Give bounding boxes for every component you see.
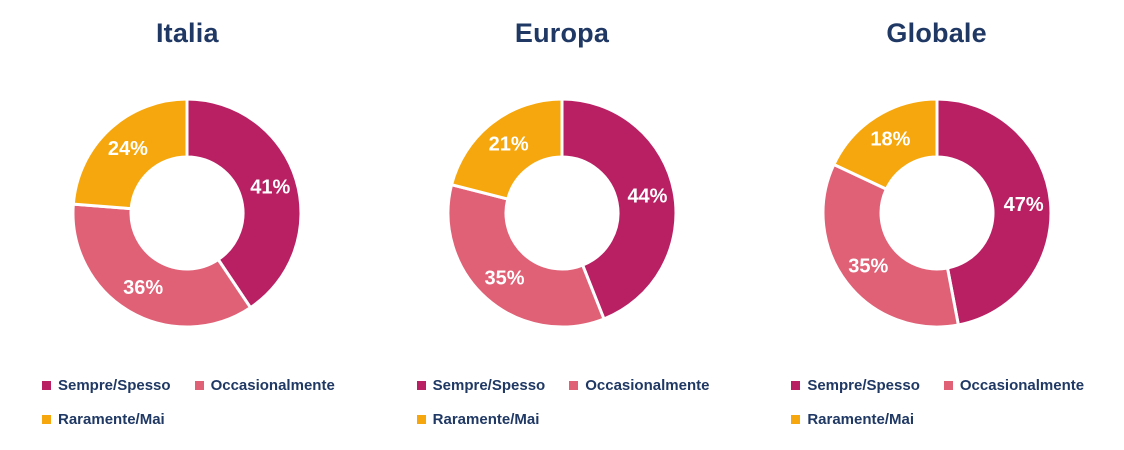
donut-slice-raramente-mai <box>831 97 939 192</box>
legend-item-sempre-spesso: Sempre/Spesso <box>42 377 171 394</box>
slice-value-label: 44% <box>627 186 667 208</box>
legend-swatch-occasionalmente <box>569 381 579 390</box>
legend-label-raramente-mai: Raramente/Mai <box>58 411 165 428</box>
legend-item-occasionalmente: Occasionalmente <box>569 377 709 394</box>
donut-slice-sempre-spesso <box>185 97 303 310</box>
legend-label-occasionalmente: Occasionalmente <box>959 377 1085 394</box>
chart-panel-europa: Europa 44% 35% 21% Sempre/Spesso Occasiona… <box>375 0 750 450</box>
legend-item-occasionalmente: Occasionalmente <box>943 377 1085 394</box>
legend-label-raramente-mai: Raramente/Mai <box>432 411 540 428</box>
donut-slice-raramente-mai <box>449 97 564 201</box>
slice-value-label: 35% <box>484 267 524 289</box>
legend-item-raramente-mai: Raramente/Mai <box>416 411 540 428</box>
legend-swatch-occasionalmente <box>943 381 953 390</box>
legend-item-occasionalmente: Occasionalmente <box>194 377 335 394</box>
legend-label-sempre-spesso: Sempre/Spesso <box>58 377 171 394</box>
legend-globale: Sempre/Spesso Occasionalmente Raramente/… <box>791 377 1084 428</box>
legend-row: Raramente/Mai <box>416 411 710 428</box>
slice-value-label: 24% <box>108 138 148 160</box>
donut-chart-globale: 47% 35% 18% <box>821 97 1053 329</box>
legend-swatch-raramente-mai <box>42 415 51 424</box>
chart-title-europa: Europa <box>514 18 610 48</box>
legend-italia: Sempre/Spesso Occasionalmente Raramente/… <box>42 377 335 428</box>
legend-label-occasionalmente: Occasionalmente <box>585 377 710 394</box>
donut-chart-europa: 44% 35% 21% <box>446 97 678 329</box>
slice-value-label: 18% <box>870 129 910 151</box>
legend-row: Raramente/Mai <box>791 411 1084 428</box>
legend-swatch-sempre-spesso <box>416 381 426 390</box>
legend-label-sempre-spesso: Sempre/Spesso <box>807 377 920 394</box>
slice-value-label: 21% <box>489 133 529 155</box>
legend-row: Sempre/Spesso Occasionalmente <box>42 377 335 394</box>
donut-slice-sempre-spesso <box>935 97 1053 327</box>
donut-chart-italia: 41% 36% 24% <box>71 97 303 329</box>
slice-value-label: 36% <box>123 277 163 299</box>
legend-item-raramente-mai: Raramente/Mai <box>42 411 165 428</box>
chart-title-italia: Italia <box>155 18 219 48</box>
slice-value-label: 41% <box>251 177 291 199</box>
legend-item-raramente-mai: Raramente/Mai <box>791 411 914 428</box>
legend-swatch-raramente-mai <box>791 415 801 424</box>
legend-row: Sempre/Spesso Occasionalmente <box>791 377 1084 394</box>
donut-slice-occasionalmente <box>446 182 606 329</box>
slice-value-label: 47% <box>1003 194 1043 216</box>
legend-item-sempre-spesso: Sempre/Spesso <box>791 377 920 394</box>
legend-row: Sempre/Spesso Occasionalmente <box>416 377 709 394</box>
slice-value-label: 35% <box>848 255 888 277</box>
legend-label-occasionalmente: Occasionalmente <box>210 377 335 394</box>
legend-item-sempre-spesso: Sempre/Spesso <box>416 377 546 394</box>
legend-swatch-sempre-spesso <box>42 381 51 390</box>
donut-slice-raramente-mai <box>72 97 189 211</box>
legend-label-raramente-mai: Raramente/Mai <box>807 411 915 428</box>
legend-swatch-sempre-spesso <box>791 381 801 390</box>
legend-europa: Sempre/Spesso Occasionalmente Raramente/… <box>416 377 710 428</box>
donut-slice-sempre-spesso <box>560 97 678 321</box>
legend-label-sempre-spesso: Sempre/Spesso <box>432 377 546 394</box>
legend-swatch-occasionalmente <box>194 381 204 390</box>
donut-slice-occasionalmente <box>821 162 960 329</box>
chart-panel-globale: Globale 47% 35% 18% Sempre/Spesso Occasion… <box>749 0 1124 450</box>
donut-slice-occasionalmente <box>71 202 253 329</box>
legend-swatch-raramente-mai <box>416 415 426 424</box>
legend-row: Raramente/Mai <box>42 411 335 428</box>
chart-title-globale: Globale <box>886 18 987 48</box>
chart-panel-italia: Italia 41% 36% 24% Sempre/Spesso Occasiona… <box>0 0 375 450</box>
